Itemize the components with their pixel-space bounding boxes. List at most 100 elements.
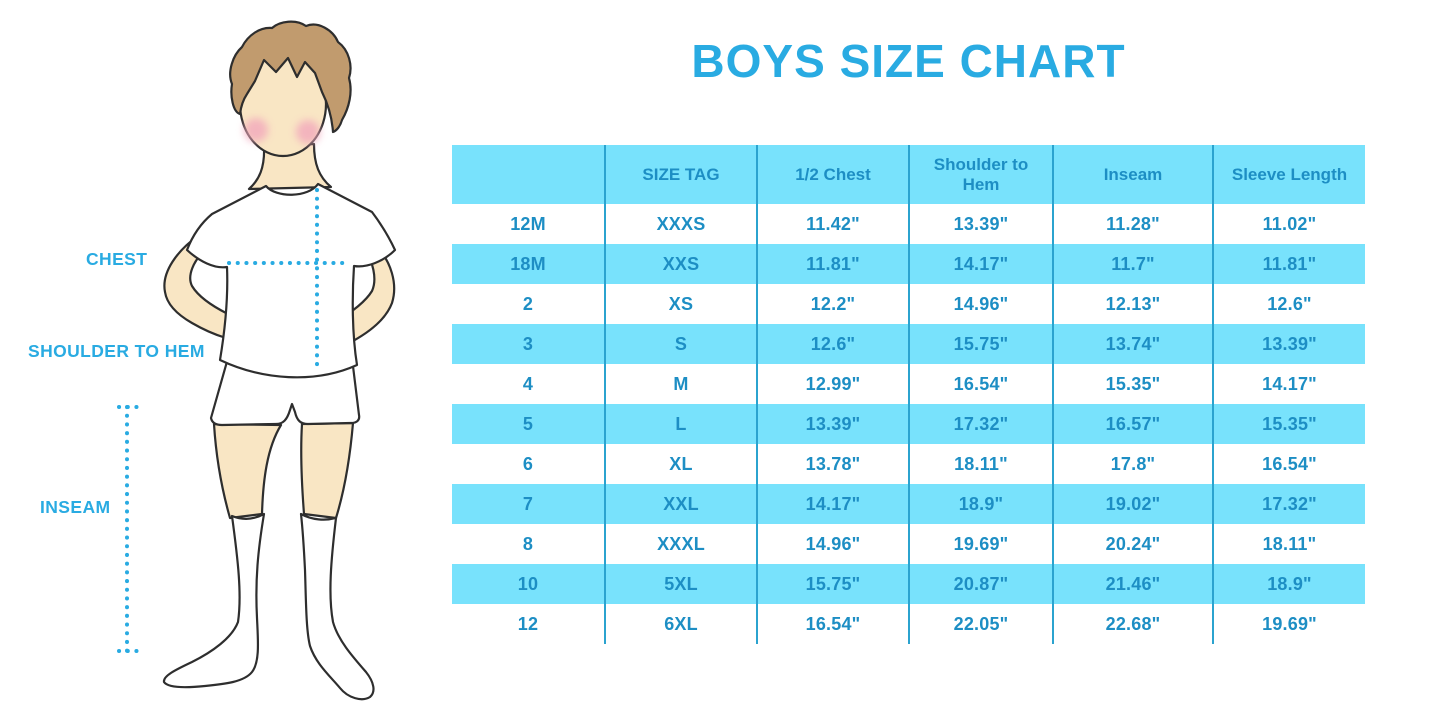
- value-cell: 14.96": [756, 524, 908, 564]
- value-cell: 14.17": [1212, 364, 1365, 404]
- value-cell: 17.8": [1052, 444, 1212, 484]
- table-row: 2 XS 12.2" 14.96" 12.13" 12.6": [452, 284, 1365, 324]
- size-cell: 3: [522, 333, 534, 354]
- header-cell-empty: [452, 145, 604, 204]
- value-cell: 22.05": [908, 604, 1052, 644]
- table-row: 10 5XL 15.75" 20.87" 21.46" 18.9": [452, 564, 1365, 604]
- shoulder-to-hem-label: SHOULDER TO HEM: [28, 341, 205, 361]
- value-cell: XL: [604, 444, 756, 484]
- value-cell: XXL: [604, 484, 756, 524]
- table-row: 8 XXXL 14.96" 19.69" 20.24" 18.11": [452, 524, 1365, 564]
- value-cell: 18.9": [1212, 564, 1365, 604]
- table-row: 12 6XL 16.54" 22.05" 22.68" 19.69": [452, 604, 1365, 644]
- value-cell: 15.75": [908, 324, 1052, 364]
- size-cell: 12: [517, 613, 539, 634]
- value-cell: 11.42": [756, 204, 908, 244]
- header-cell: Shoulder to Hem: [908, 145, 1052, 204]
- value-cell: 15.35": [1212, 404, 1365, 444]
- inseam-label: INSEAM: [40, 497, 111, 517]
- left-leg-shape: [212, 422, 283, 520]
- right-sock-shape: [299, 512, 375, 701]
- size-cell: 5: [522, 413, 534, 434]
- value-cell: S: [604, 324, 756, 364]
- value-cell: 18.11": [908, 444, 1052, 484]
- left-sock-shape: [162, 512, 266, 689]
- value-cell: 16.54": [908, 364, 1052, 404]
- size-cell: 18M: [510, 253, 546, 274]
- value-cell: 13.39": [908, 204, 1052, 244]
- value-cell: 14.17": [908, 244, 1052, 284]
- header-cell: SIZE TAG: [604, 145, 756, 204]
- table-body: 12M XXXS 11.42" 13.39" 11.28" 11.02" 18M XXS 11.…: [452, 204, 1365, 644]
- size-cell: 4: [522, 373, 534, 394]
- value-cell: 19.69": [908, 524, 1052, 564]
- value-cell: XXS: [604, 244, 756, 284]
- table-row: 18M XXS 11.81" 14.17" 11.7" 11.81": [452, 244, 1365, 284]
- value-cell: M: [604, 364, 756, 404]
- neck-shape: [247, 142, 333, 191]
- value-cell: 16.54": [1212, 444, 1365, 484]
- value-cell: 18.9": [908, 484, 1052, 524]
- value-cell: 13.39": [1212, 324, 1365, 364]
- value-cell: 14.17": [756, 484, 908, 524]
- value-cell: 13.39": [756, 404, 908, 444]
- value-cell: 18.11": [1212, 524, 1365, 564]
- value-cell: L: [604, 404, 756, 444]
- tshirt-shape: [185, 182, 397, 379]
- value-cell: XXXL: [604, 524, 756, 564]
- chest-label: CHEST: [86, 249, 148, 269]
- cheeks: [244, 118, 320, 144]
- size-chart-table: SIZE TAG 1/2 Chest Shoulder to Hem Inseam Sl…: [452, 145, 1365, 644]
- value-cell: XXXS: [604, 204, 756, 244]
- value-cell: 12.6": [1212, 284, 1365, 324]
- value-cell: 20.87": [908, 564, 1052, 604]
- value-cell: 11.7": [1052, 244, 1212, 284]
- value-cell: 12.13": [1052, 284, 1212, 324]
- value-cell: 14.96": [908, 284, 1052, 324]
- header-cell: Sleeve Length: [1212, 145, 1365, 204]
- value-cell: 12.99": [756, 364, 908, 404]
- table-row: 4 M 12.99" 16.54" 15.35" 14.17": [452, 364, 1365, 404]
- table-header-row: SIZE TAG 1/2 Chest Shoulder to Hem Inseam Sl…: [452, 145, 1365, 204]
- table-row: 12M XXXS 11.42" 13.39" 11.28" 11.02": [452, 204, 1365, 244]
- value-cell: 15.35": [1052, 364, 1212, 404]
- table-row: 6 XL 13.78" 18.11" 17.8" 16.54": [452, 444, 1365, 484]
- value-cell: 16.57": [1052, 404, 1212, 444]
- size-cell: 2: [522, 293, 534, 314]
- value-cell: 11.02": [1212, 204, 1365, 244]
- value-cell: 22.68": [1052, 604, 1212, 644]
- table-row: 5 L 13.39" 17.32" 16.57" 15.35": [452, 404, 1365, 444]
- value-cell: 16.54": [756, 604, 908, 644]
- value-cell: 12.6": [756, 324, 908, 364]
- value-cell: 19.02": [1052, 484, 1212, 524]
- size-cell: 6: [522, 453, 534, 474]
- header-cell: 1/2 Chest: [756, 145, 908, 204]
- size-cell: 12M: [510, 213, 546, 234]
- boy-measurement-illustration: [117, 20, 397, 701]
- value-cell: XS: [604, 284, 756, 324]
- value-cell: 12.2": [756, 284, 908, 324]
- measurement-lines: [117, 188, 346, 653]
- value-cell: 17.32": [1212, 484, 1365, 524]
- value-cell: 19.69": [1212, 604, 1365, 644]
- table-row: 7 XXL 14.17" 18.9" 19.02" 17.32": [452, 484, 1365, 524]
- value-cell: 5XL: [604, 564, 756, 604]
- left-arm-shape: [163, 234, 230, 340]
- value-cell: 6XL: [604, 604, 756, 644]
- hair-shape: [229, 20, 352, 134]
- value-cell: 13.74": [1052, 324, 1212, 364]
- value-cell: 11.28": [1052, 204, 1212, 244]
- table-row: 3 S 12.6" 15.75" 13.74" 13.39": [452, 324, 1365, 364]
- value-cell: 20.24": [1052, 524, 1212, 564]
- page-title: BOYS SIZE CHART: [691, 35, 1126, 87]
- value-cell: 15.75": [756, 564, 908, 604]
- value-cell: 17.32": [908, 404, 1052, 444]
- size-cell: 7: [522, 493, 534, 514]
- value-cell: 11.81": [756, 244, 908, 284]
- value-cell: 13.78": [756, 444, 908, 484]
- right-leg-shape: [300, 421, 355, 520]
- size-cell: 10: [517, 573, 539, 594]
- value-cell: 11.81": [1212, 244, 1365, 284]
- size-cell: 8: [522, 533, 534, 554]
